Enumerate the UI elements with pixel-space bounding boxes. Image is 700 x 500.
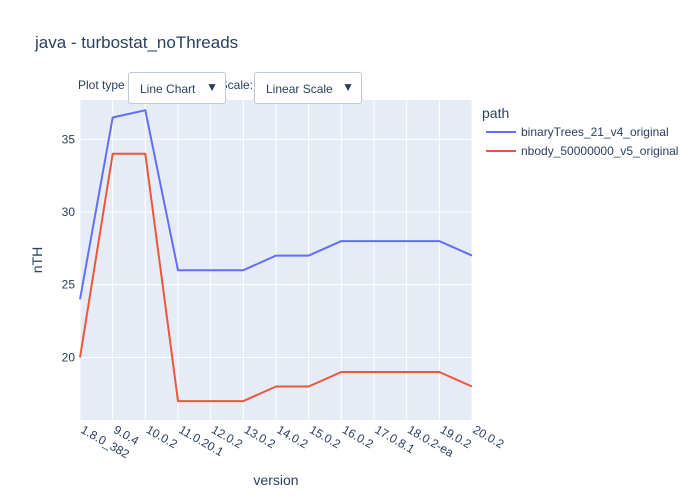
y-axis-ticks: 20 25 30 35: [62, 132, 76, 364]
legend-item-label: binaryTrees_21_v4_original: [521, 125, 669, 139]
x-tick-label: 16.0.2: [340, 422, 376, 451]
plot-type-dropdown[interactable]: Line Chart ▼: [128, 72, 226, 104]
x-tick-label: 14.0.2: [275, 422, 311, 451]
y-scale-value: Linear Scale: [266, 82, 333, 96]
y-scale-dropdown[interactable]: Linear Scale ▼: [254, 72, 362, 104]
x-tick-label: 20.0.2: [471, 422, 507, 451]
x-tick-label: 15.0.2: [307, 422, 343, 451]
legend-item-label: nbody_50000000_v5_original: [521, 144, 678, 158]
y-axis-title: nTH: [29, 247, 45, 273]
triangle-down-icon: ▼: [206, 80, 218, 94]
x-tick-label: 13.0.2: [242, 422, 278, 451]
y-tick-label: 30: [62, 205, 76, 219]
legend: path binaryTrees_21_v4_original nbody_500…: [482, 105, 678, 158]
y-tick-label: 20: [62, 350, 76, 364]
legend-title: path: [482, 105, 509, 121]
triangle-down-icon: ▼: [342, 80, 354, 94]
plot-type-label: Plot type: [78, 78, 125, 92]
plot-type-value: Line Chart: [140, 82, 195, 96]
y-tick-label: 35: [62, 132, 76, 146]
x-axis-title: version: [253, 472, 298, 488]
y-scale-label: Y Scale:: [226, 78, 253, 92]
y-tick-label: 25: [62, 278, 76, 292]
x-tick-label: 10.0.2: [144, 422, 180, 451]
